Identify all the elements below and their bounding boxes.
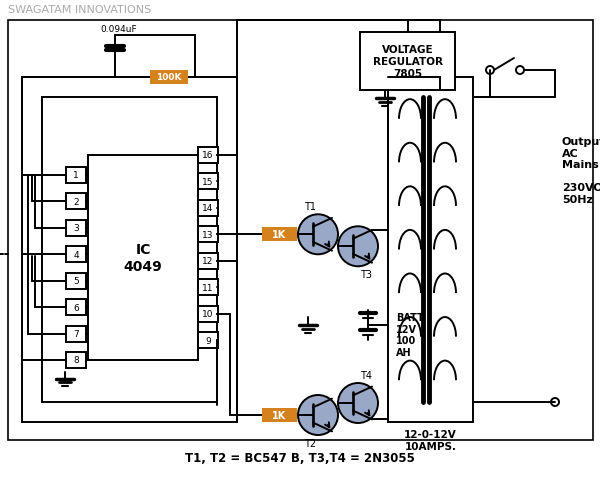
Text: 5: 5 — [73, 276, 79, 286]
Text: T1: T1 — [304, 202, 316, 212]
Text: 4: 4 — [73, 250, 79, 259]
Bar — [198, 332, 218, 348]
Circle shape — [298, 215, 338, 255]
Text: T3: T3 — [360, 270, 372, 280]
Text: T4: T4 — [360, 370, 372, 380]
Text: 11: 11 — [202, 283, 214, 292]
Bar — [8, 21, 593, 440]
Bar — [262, 408, 297, 422]
Text: 12: 12 — [202, 257, 214, 265]
Text: 8: 8 — [73, 356, 79, 365]
Bar — [198, 174, 218, 190]
Text: 16: 16 — [202, 151, 214, 160]
Text: 14: 14 — [202, 204, 214, 213]
Bar — [360, 33, 455, 91]
Text: 1K: 1K — [272, 410, 286, 420]
Bar — [66, 247, 86, 263]
Bar — [66, 194, 86, 210]
Text: 12-0-12V
10AMPS.: 12-0-12V 10AMPS. — [404, 429, 457, 451]
Bar — [66, 168, 86, 184]
Text: 3: 3 — [73, 224, 79, 233]
Text: SWAGATAM INNOVATIONS: SWAGATAM INNOVATIONS — [8, 5, 151, 15]
Text: 100K: 100K — [156, 73, 182, 83]
Bar — [198, 201, 218, 216]
Text: 6: 6 — [73, 303, 79, 312]
Bar — [66, 326, 86, 342]
Text: VOLTAGE
REGULATOR
7805: VOLTAGE REGULATOR 7805 — [373, 45, 443, 78]
Bar — [66, 220, 86, 236]
Text: 0.094uF: 0.094uF — [100, 24, 137, 34]
Text: 2: 2 — [73, 197, 79, 206]
Text: 9: 9 — [205, 336, 211, 345]
Bar — [88, 156, 198, 360]
Circle shape — [338, 227, 378, 267]
Bar — [66, 273, 86, 289]
Bar — [198, 306, 218, 322]
Bar — [150, 71, 188, 85]
Bar — [198, 227, 218, 243]
Bar — [198, 148, 218, 164]
Text: 15: 15 — [202, 178, 214, 187]
Bar — [66, 352, 86, 368]
Bar — [22, 78, 237, 422]
Text: 1: 1 — [73, 171, 79, 180]
Bar — [198, 279, 218, 296]
Text: Output
AC
Mains

230VOLTS
50Hz: Output AC Mains 230VOLTS 50Hz — [562, 137, 600, 204]
Bar — [388, 78, 473, 422]
Text: 1K: 1K — [272, 230, 286, 240]
Text: BATT.
12V
100
AH: BATT. 12V 100 AH — [396, 312, 426, 357]
Text: 13: 13 — [202, 230, 214, 240]
Bar — [66, 300, 86, 315]
Bar — [262, 228, 297, 242]
Text: T2: T2 — [304, 438, 316, 448]
Text: T1, T2 = BC547 B, T3,T4 = 2N3055: T1, T2 = BC547 B, T3,T4 = 2N3055 — [185, 452, 415, 465]
Bar — [42, 98, 217, 402]
Bar — [198, 253, 218, 269]
Text: 10: 10 — [202, 310, 214, 318]
Text: 7: 7 — [73, 329, 79, 338]
Circle shape — [338, 383, 378, 423]
Circle shape — [298, 395, 338, 435]
Text: IC
4049: IC 4049 — [124, 243, 163, 273]
